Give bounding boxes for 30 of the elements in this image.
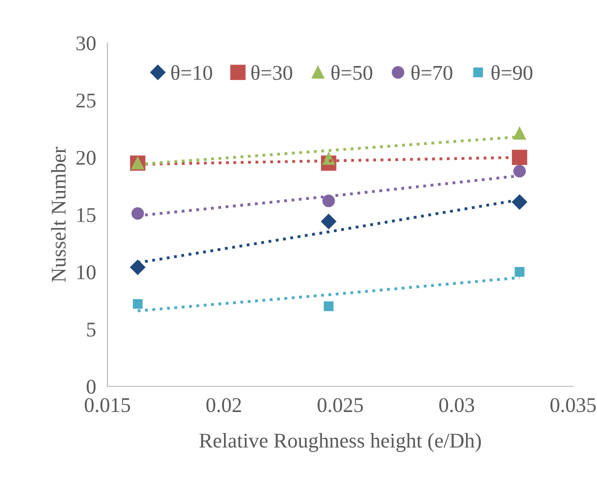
x-tick-label: 0.015 (84, 398, 130, 412)
x-tick-label: 0.025 (318, 398, 363, 412)
legend-label: θ=70 (412, 65, 452, 80)
x-tick-label: 0.035 (550, 398, 596, 412)
point (324, 301, 334, 312)
x-tick-label: 0.02 (206, 398, 241, 412)
legend-label: θ=50 (331, 65, 372, 80)
y-tick-label: 15 (77, 208, 96, 222)
legend-label: θ=90 (492, 65, 532, 80)
x-axis-title: Relative Roughness height (e/Dh) (199, 433, 481, 452)
y-tick-label: 0 (86, 380, 96, 394)
legend-label: θ=10 (171, 65, 212, 80)
point (130, 260, 146, 275)
point (322, 194, 335, 208)
y-tick-label: 20 (76, 150, 96, 165)
point (132, 299, 143, 309)
point (513, 164, 526, 178)
point (321, 214, 336, 230)
x-tick-label: 0.03 (439, 398, 474, 412)
y-tick-label: 25 (76, 94, 96, 108)
point (131, 207, 144, 220)
point (513, 127, 526, 140)
y-tick-label: 30 (76, 36, 96, 50)
legend-label: θ=30 (251, 65, 292, 80)
y-tick-label: 10 (77, 265, 96, 280)
y-tick-label: 5 (87, 322, 96, 337)
y-axis-title: Nusselt Number (51, 146, 66, 282)
point (512, 194, 528, 210)
point (514, 267, 524, 277)
point (512, 150, 528, 166)
